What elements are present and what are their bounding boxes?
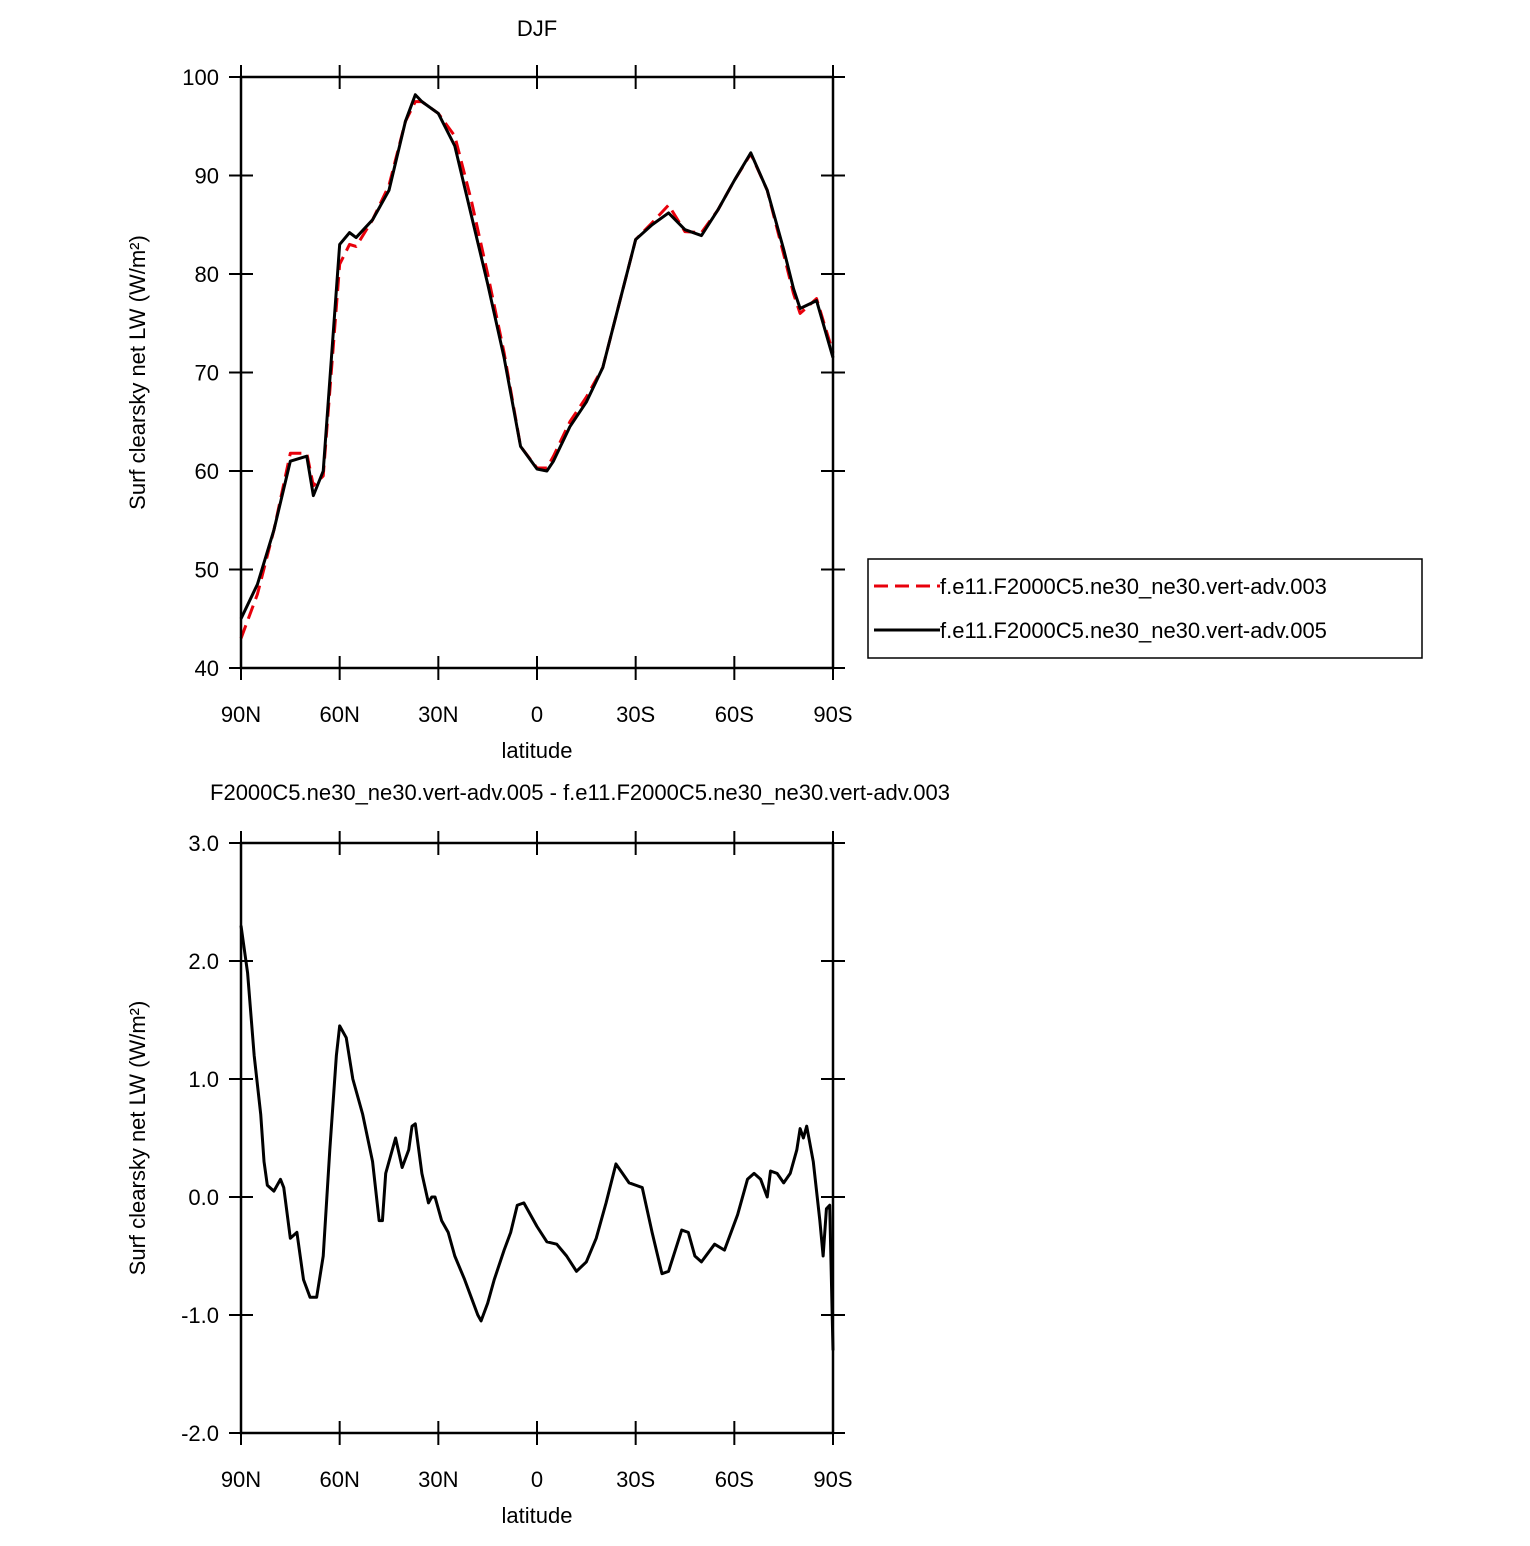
legend-label: f.e11.F2000C5.ne30_ne30.vert-adv.005 (940, 618, 1327, 643)
x-tick-label: 90N (221, 702, 261, 727)
y-tick-label: 1.0 (188, 1067, 219, 1092)
y-axis-label: Surf clearsky net LW (W/m²) (125, 235, 150, 510)
x-tick-label: 30N (418, 1467, 458, 1492)
x-tick-label: 90S (813, 1467, 852, 1492)
x-tick-label: 0 (531, 702, 543, 727)
plot-frame (239, 841, 835, 1435)
y-tick-label: 60 (195, 459, 219, 484)
x-tick-label: 30N (418, 702, 458, 727)
y-tick-label: 100 (182, 65, 219, 90)
y-tick-label: 70 (195, 361, 219, 386)
y-tick-label: 3.0 (188, 831, 219, 856)
plot-frame (239, 75, 835, 670)
x-tick-label: 30S (616, 702, 655, 727)
y-tick-label: -2.0 (181, 1421, 219, 1446)
x-tick-label: 0 (531, 1467, 543, 1492)
x-tick-label: 90S (813, 702, 852, 727)
x-tick-label: 60N (319, 702, 359, 727)
y-tick-label: -1.0 (181, 1303, 219, 1328)
chart-title: DJF (517, 16, 557, 41)
x-axis-label: latitude (502, 1503, 573, 1528)
x-tick-label: 60N (319, 1467, 359, 1492)
x-tick-label: 60S (715, 1467, 754, 1492)
chart-title: F2000C5.ne30_ne30.vert-adv.005 - f.e11.F… (210, 780, 950, 805)
y-tick-label: 2.0 (188, 949, 219, 974)
data-line (239, 925, 835, 1351)
y-tick-label: 0.0 (188, 1185, 219, 1210)
x-tick-label: 90N (221, 1467, 261, 1492)
x-axis-label: latitude (502, 738, 573, 763)
y-tick-label: 40 (195, 656, 219, 681)
y-tick-label: 50 (195, 558, 219, 583)
legend-label: f.e11.F2000C5.ne30_ne30.vert-adv.003 (940, 574, 1327, 599)
y-tick-label: 80 (195, 262, 219, 287)
x-tick-label: 60S (715, 702, 754, 727)
x-tick-label: 30S (616, 1467, 655, 1492)
y-tick-label: 90 (195, 164, 219, 189)
legend-box (867, 558, 1423, 659)
data-line (239, 93, 835, 620)
y-axis-label: Surf clearsky net LW (W/m²) (125, 1001, 150, 1276)
